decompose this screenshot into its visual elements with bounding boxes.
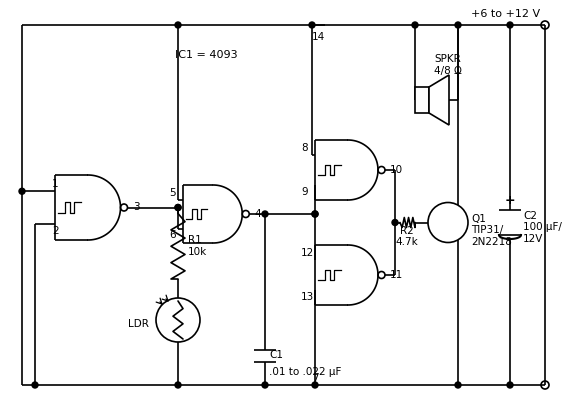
Text: IC1 = 4093: IC1 = 4093 <box>175 50 238 60</box>
Circle shape <box>312 211 318 217</box>
Text: SPKR
4/8 Ω: SPKR 4/8 Ω <box>434 54 462 76</box>
Circle shape <box>312 211 318 217</box>
Text: 4: 4 <box>254 209 261 219</box>
Text: R1
10k: R1 10k <box>188 236 207 257</box>
Text: 7: 7 <box>312 373 319 383</box>
Text: C2
100 μF/
12V: C2 100 μF/ 12V <box>523 211 562 244</box>
Circle shape <box>175 204 181 210</box>
Circle shape <box>32 382 38 388</box>
Circle shape <box>312 382 318 388</box>
Text: LDR: LDR <box>128 319 149 329</box>
Text: .01 to .022 μF: .01 to .022 μF <box>269 367 341 377</box>
Circle shape <box>175 382 181 388</box>
Text: 1: 1 <box>52 179 59 189</box>
Text: 12: 12 <box>301 248 314 258</box>
Circle shape <box>175 22 181 28</box>
Circle shape <box>507 22 513 28</box>
Text: 9: 9 <box>301 187 307 197</box>
Circle shape <box>262 211 268 217</box>
Text: 3: 3 <box>133 203 140 212</box>
Polygon shape <box>429 75 449 125</box>
Circle shape <box>392 219 398 225</box>
Text: +6 to +12 V: +6 to +12 V <box>471 9 540 19</box>
Circle shape <box>19 188 25 194</box>
Circle shape <box>262 382 268 388</box>
Text: 10: 10 <box>390 165 403 175</box>
Text: 14: 14 <box>312 32 325 42</box>
Circle shape <box>175 204 181 210</box>
Text: Q1
TIP31/
2N2218: Q1 TIP31/ 2N2218 <box>471 214 512 247</box>
Bar <box>415 87 429 113</box>
Text: 8: 8 <box>301 143 307 153</box>
Circle shape <box>455 22 461 28</box>
Circle shape <box>309 22 315 28</box>
Circle shape <box>507 382 513 388</box>
Circle shape <box>412 22 418 28</box>
Text: 6: 6 <box>169 230 176 241</box>
Text: 5: 5 <box>169 188 176 197</box>
Circle shape <box>428 203 468 243</box>
Text: +: + <box>505 193 515 206</box>
Text: 2: 2 <box>52 226 59 236</box>
Text: 13: 13 <box>301 292 314 302</box>
Text: R2
4.7k: R2 4.7k <box>396 226 418 247</box>
Text: C1: C1 <box>269 350 283 360</box>
Text: 11: 11 <box>390 270 403 280</box>
Circle shape <box>455 382 461 388</box>
